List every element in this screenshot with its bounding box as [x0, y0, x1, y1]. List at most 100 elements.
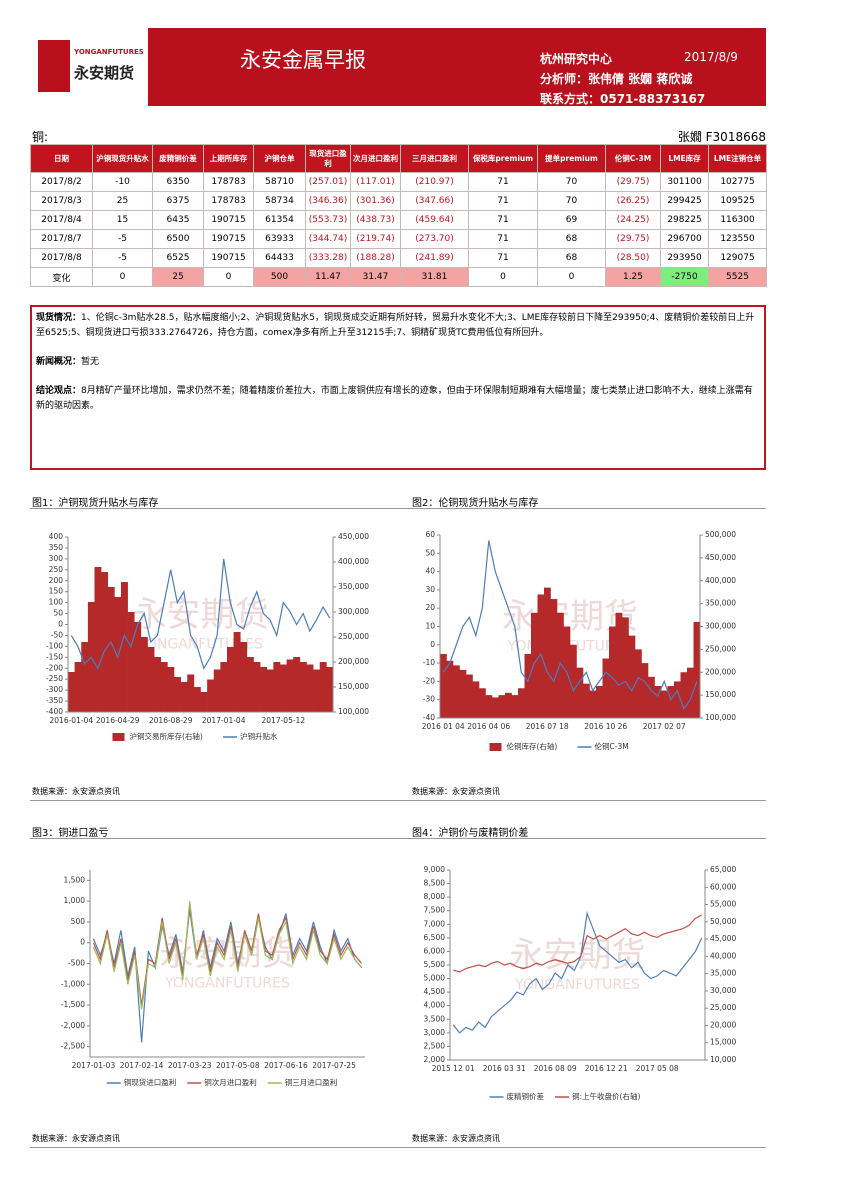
bar [140, 637, 148, 712]
y-tick-label: 150 [49, 587, 64, 596]
section-author: 张嫺 F3018668 [677, 130, 766, 144]
commentary-text: 暂无 [81, 357, 100, 367]
table-cell: 301100 [660, 172, 709, 192]
y-tick-label: 3,000 [424, 1028, 446, 1037]
analysts: 分析师：张伟倩 张嫺 蒋欣诚 [540, 72, 693, 86]
bar [107, 587, 115, 712]
y-tick-label: 5,500 [424, 960, 446, 969]
logo-brand: YONGANFUTURES [74, 48, 144, 56]
column-header: 现货进口盈利 [305, 144, 351, 173]
y-tick-label: 8,000 [424, 892, 446, 901]
bar [602, 658, 610, 718]
legend-label: 沪铜升贴水 [240, 731, 278, 741]
y-tick-label: 300 [49, 554, 64, 563]
x-tick-label: 2017-05-08 [216, 1061, 260, 1070]
bar [253, 662, 261, 712]
column-header: 废精铜价差 [152, 144, 204, 173]
table-cell: 69 [537, 210, 606, 230]
bar [518, 688, 525, 718]
contact: 联系方式：0571-88373167 [540, 92, 706, 106]
y-tick-label: 20 [425, 603, 435, 612]
table-cell: (29.75) [605, 172, 661, 192]
commentary-item: 现货情况：1、伦铜c-3m贴水28.5，贴水幅度缩小;2、沪铜现货贴水5，铜现货… [36, 311, 758, 341]
bar [246, 657, 254, 712]
y2-tick-label: 450,000 [705, 553, 736, 562]
legend-label: 伦铜C-3M [595, 741, 629, 751]
legend-label: 铜次月进口盈利 [204, 1077, 257, 1087]
table-cell: 178783 [203, 191, 254, 211]
y2-tick-label: 150,000 [705, 690, 736, 699]
bar [319, 662, 327, 712]
y-tick-label: -200 [46, 663, 63, 672]
table-cell: 63933 [253, 229, 306, 249]
table-cell: (333.28) [305, 248, 351, 268]
table-cell: 190715 [203, 248, 254, 268]
y-tick-label: 7,000 [424, 919, 446, 928]
y-tick-label: -400 [46, 707, 63, 716]
y2-tick-label: 250,000 [705, 644, 736, 653]
table-cell: 102775 [708, 172, 767, 192]
table-cell: 68 [537, 229, 606, 249]
y-tick-label: -250 [46, 674, 63, 683]
bar [233, 632, 241, 712]
table-cell: 变化 [30, 267, 93, 287]
table-cell: (438.73) [350, 210, 401, 230]
table-cell: 11.47 [305, 267, 351, 287]
bar [266, 669, 274, 712]
x-tick-label: 2016 10 26 [584, 722, 627, 731]
y-tick-label: -2,500 [61, 1042, 85, 1051]
table-cell: (241.89) [400, 248, 469, 268]
table-cell: -10 [92, 172, 153, 192]
figure-source: 数据来源：永安源点资讯 [412, 1134, 500, 1143]
figure-title: 图1：沪铜现货升贴水与库存 [32, 498, 159, 509]
x-tick-label: 2017-07-25 [312, 1061, 356, 1070]
table-cell: 0 [92, 267, 153, 287]
x-tick-label: 2017-01-03 [72, 1061, 116, 1070]
commentary-label: 新闻概况： [36, 357, 82, 367]
report-title: 永安金属早报 [240, 48, 366, 72]
bar [680, 672, 688, 718]
y-tick-label: 400 [49, 532, 64, 541]
bar [440, 653, 447, 718]
chart: 永安期货YONGANFUTURES-2,500-2,000-1,500-1,00… [61, 870, 365, 1087]
table-cell: 6375 [152, 191, 204, 211]
bar [213, 669, 221, 712]
table-cell: 293950 [660, 248, 709, 268]
table-cell: (219.74) [350, 229, 401, 249]
legend-label: 废精铜价差 [507, 1091, 545, 1101]
bar [273, 662, 281, 712]
table-row: 2017/8/8 -5 6525 190715 64433 (333.28) (188.28… [30, 248, 767, 268]
table-cell: (347.66) [400, 191, 469, 211]
y-tick-label: 4,500 [424, 987, 446, 996]
legend-swatch [489, 743, 502, 751]
table-cell: 64433 [253, 248, 306, 268]
y-tick-label: -350 [46, 696, 63, 705]
x-tick-label: 2017-02-14 [120, 1061, 164, 1070]
x-tick-label: 2016 04 06 [467, 722, 510, 731]
table-cell: 190715 [203, 229, 254, 249]
x-tick-label: 2016 08 09 [534, 1064, 577, 1073]
figure-source: 数据来源：永安源点资讯 [32, 1134, 120, 1143]
y-tick-label: 0 [58, 620, 63, 629]
bar [193, 687, 201, 712]
commentary-text: 8月精矿产量环比增加，需求仍然不差；随着精废价差拉大，市面上废铜供应有增长的迹象… [36, 386, 753, 411]
line [92, 901, 363, 1010]
table-cell: 6500 [152, 229, 204, 249]
legend-swatch [112, 733, 125, 741]
table-cell: (344.74) [305, 229, 351, 249]
table-cell: 61354 [253, 210, 306, 230]
table-cell: 500 [253, 267, 306, 287]
column-header: 伦铜C-3M [605, 144, 661, 173]
table-cell: (29.75) [605, 229, 661, 249]
commentary-item: 结论观点：8月精矿产量环比增加，需求仍然不差；随着精废价差拉大，市面上废铜供应有… [36, 384, 758, 414]
bar [576, 667, 584, 718]
y2-tick-label: 15,000 [710, 1038, 736, 1047]
x-tick-label: 2016 12 21 [585, 1064, 628, 1073]
y2-tick-label: 20,000 [710, 1020, 736, 1029]
y2-tick-label: 35,000 [710, 969, 736, 978]
table-cell: 71 [468, 191, 538, 211]
table-cell: 70 [537, 191, 606, 211]
table-cell: 116300 [708, 210, 767, 230]
legend-label: 伦铜库存(右轴) [507, 741, 558, 751]
y2-tick-label: 100,000 [705, 713, 736, 722]
